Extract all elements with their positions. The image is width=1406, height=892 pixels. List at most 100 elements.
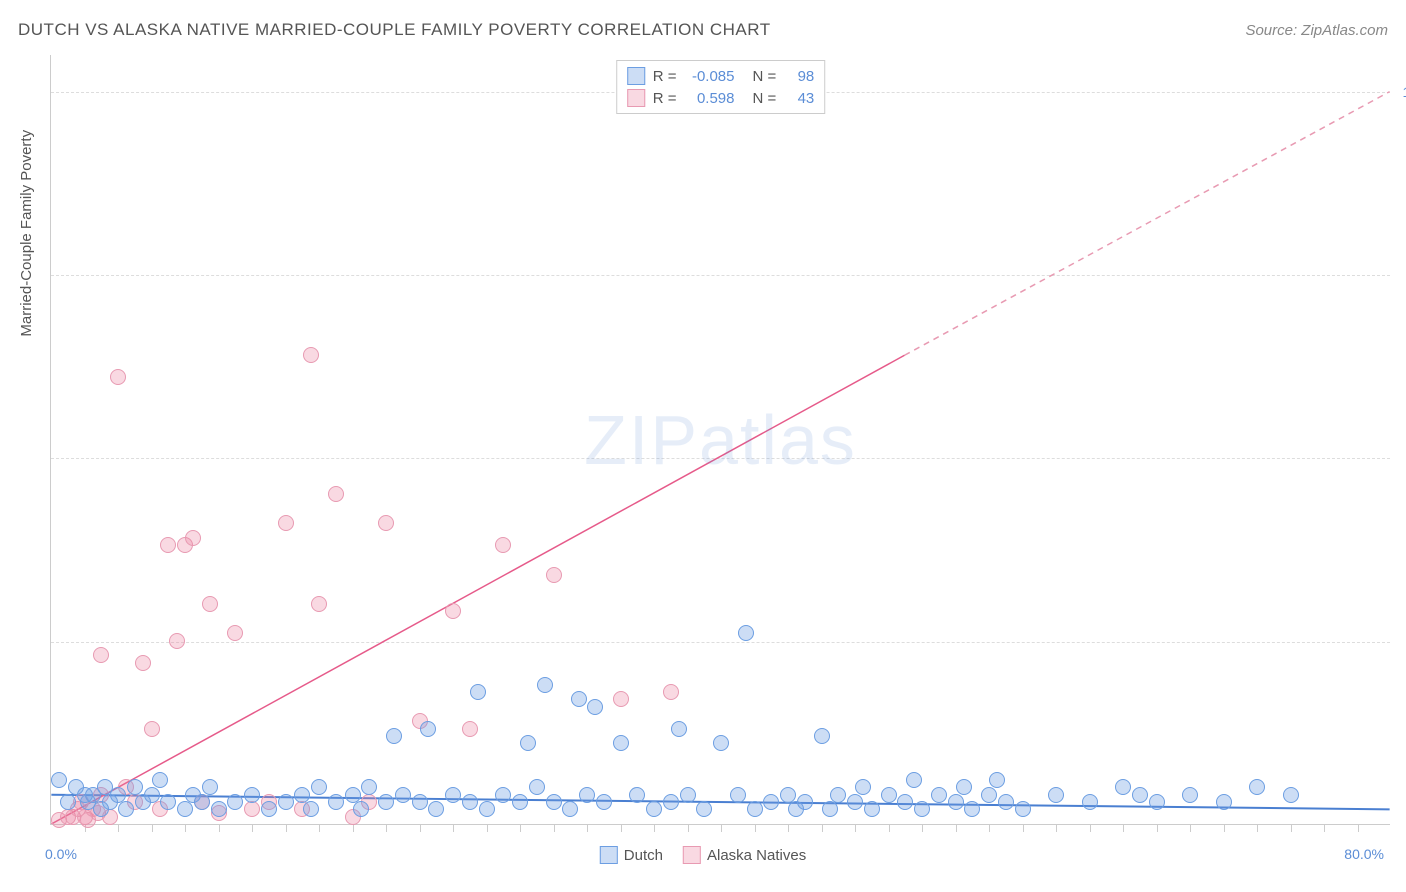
x-minor-tick <box>1291 824 1292 832</box>
dutch-point <box>420 721 436 737</box>
alaska-point <box>303 347 319 363</box>
n-label: N = <box>753 68 777 85</box>
dutch-point <box>428 801 444 817</box>
r-value: -0.085 <box>685 68 735 85</box>
x-minor-tick <box>755 824 756 832</box>
dutch-point <box>462 794 478 810</box>
x-minor-tick <box>1224 824 1225 832</box>
legend-stat-row: R =-0.085N =98 <box>627 65 815 87</box>
series-legend: Dutch Alaska Natives <box>600 846 806 864</box>
dutch-point <box>227 794 243 810</box>
dutch-point <box>244 787 260 803</box>
legend-series-label: Dutch <box>624 847 663 864</box>
alaska-point <box>663 684 679 700</box>
dutch-point <box>797 794 813 810</box>
x-axis-min-label: 0.0% <box>45 846 77 862</box>
x-minor-tick <box>989 824 990 832</box>
dutch-point <box>964 801 980 817</box>
dutch-point <box>906 772 922 788</box>
dutch-point <box>738 625 754 641</box>
dutch-point <box>546 794 562 810</box>
dutch-point <box>730 787 746 803</box>
x-minor-tick <box>822 824 823 832</box>
dutch-point <box>646 801 662 817</box>
dutch-point <box>1015 801 1031 817</box>
dutch-point <box>1283 787 1299 803</box>
n-label: N = <box>753 90 777 107</box>
alaska-point <box>278 515 294 531</box>
alaska-point <box>185 530 201 546</box>
dutch-point <box>177 801 193 817</box>
dutch-point <box>202 779 218 795</box>
dutch-point <box>1082 794 1098 810</box>
dutch-point <box>1132 787 1148 803</box>
x-minor-tick <box>1090 824 1091 832</box>
dutch-point <box>353 801 369 817</box>
dutch-point <box>847 794 863 810</box>
x-minor-tick <box>956 824 957 832</box>
legend-series-item: Dutch <box>600 846 663 864</box>
legend-swatch <box>683 846 701 864</box>
legend-stat-row: R =0.598N =43 <box>627 87 815 109</box>
dutch-point <box>989 772 1005 788</box>
dutch-point <box>278 794 294 810</box>
correlation-stats-legend: R =-0.085N =98R =0.598N =43 <box>616 60 826 114</box>
dutch-point <box>51 772 67 788</box>
x-minor-tick <box>721 824 722 832</box>
dutch-point <box>629 787 645 803</box>
alaska-point <box>328 486 344 502</box>
x-minor-tick <box>889 824 890 832</box>
dutch-point <box>127 779 143 795</box>
x-minor-tick <box>587 824 588 832</box>
scatter-chart: R =-0.085N =98R =0.598N =43 ZIPatlas 25.… <box>50 55 1390 825</box>
chart-source: Source: ZipAtlas.com <box>1245 22 1388 39</box>
x-minor-tick <box>1056 824 1057 832</box>
legend-swatch <box>627 89 645 107</box>
dutch-point <box>1115 779 1131 795</box>
dutch-point <box>579 787 595 803</box>
x-minor-tick <box>1023 824 1024 832</box>
watermark-bold: ZIP <box>584 401 699 479</box>
dutch-point <box>780 787 796 803</box>
dutch-point <box>378 794 394 810</box>
dutch-point <box>696 801 712 817</box>
x-minor-tick <box>286 824 287 832</box>
alaska-point <box>613 691 629 707</box>
dutch-point <box>713 735 729 751</box>
alaska-point <box>135 655 151 671</box>
r-label: R = <box>653 68 677 85</box>
gridline <box>51 275 1390 276</box>
x-minor-tick <box>855 824 856 832</box>
dutch-point <box>412 794 428 810</box>
dutch-point <box>311 779 327 795</box>
x-minor-tick <box>1157 824 1158 832</box>
dutch-point <box>914 801 930 817</box>
alaska-point <box>495 537 511 553</box>
dutch-point <box>395 787 411 803</box>
dutch-point <box>445 787 461 803</box>
dutch-point <box>571 691 587 707</box>
legend-swatch <box>600 846 618 864</box>
legend-series-label: Alaska Natives <box>707 847 806 864</box>
r-label: R = <box>653 90 677 107</box>
y-axis-title: Married-Couple Family Poverty <box>18 130 35 337</box>
alaska-point <box>202 596 218 612</box>
dutch-point <box>747 801 763 817</box>
dutch-point <box>562 801 578 817</box>
dutch-point <box>60 794 76 810</box>
x-minor-tick <box>1324 824 1325 832</box>
x-minor-tick <box>319 824 320 832</box>
dutch-point <box>152 772 168 788</box>
x-minor-tick <box>152 824 153 832</box>
alaska-point <box>169 633 185 649</box>
x-minor-tick <box>621 824 622 832</box>
dutch-point <box>495 787 511 803</box>
legend-swatch <box>627 67 645 85</box>
x-minor-tick <box>1257 824 1258 832</box>
dutch-point <box>663 794 679 810</box>
x-minor-tick <box>688 824 689 832</box>
dutch-point <box>956 779 972 795</box>
y-tick-label: 100.0% <box>1403 84 1406 100</box>
n-value: 43 <box>784 90 814 107</box>
dutch-point <box>303 801 319 817</box>
